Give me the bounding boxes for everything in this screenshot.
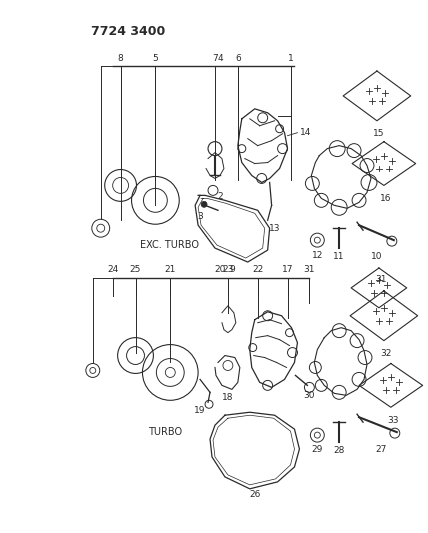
Text: 14: 14 [300,128,311,137]
Text: 19: 19 [194,406,206,415]
Text: 7724 3400: 7724 3400 [91,25,165,38]
Circle shape [201,201,207,207]
Text: 30: 30 [303,391,315,400]
Text: EXC. TURBO: EXC. TURBO [140,240,199,250]
Text: 8: 8 [118,54,124,62]
Text: 12: 12 [312,251,323,260]
Text: 33: 33 [387,416,398,425]
Text: 24: 24 [107,265,118,274]
Text: 22: 22 [252,265,263,274]
Text: 28: 28 [333,446,345,455]
Text: 1: 1 [288,54,293,62]
Text: 32: 32 [380,349,392,358]
Text: 7: 7 [212,54,218,62]
Text: 11: 11 [333,252,345,261]
Text: 31: 31 [375,276,386,285]
Text: 9: 9 [229,265,235,274]
Text: 15: 15 [373,129,385,138]
Text: 6: 6 [235,54,241,62]
Text: 3: 3 [197,212,203,221]
Text: 4: 4 [217,54,223,62]
Text: 18: 18 [222,393,234,402]
Text: TURBO: TURBO [149,427,183,437]
Text: 25: 25 [130,265,141,274]
Text: 20: 20 [214,265,226,274]
Text: 16: 16 [380,194,392,203]
Text: 10: 10 [371,252,383,261]
Text: 29: 29 [312,445,323,454]
Text: 17: 17 [282,265,293,274]
Text: 21: 21 [165,265,176,274]
Text: 13: 13 [269,224,280,233]
Text: 2: 2 [217,192,223,201]
Text: 31: 31 [303,265,315,274]
Text: 26: 26 [249,490,260,499]
Text: 23: 23 [222,265,234,274]
Text: 5: 5 [152,54,158,62]
Text: 27: 27 [375,445,386,454]
